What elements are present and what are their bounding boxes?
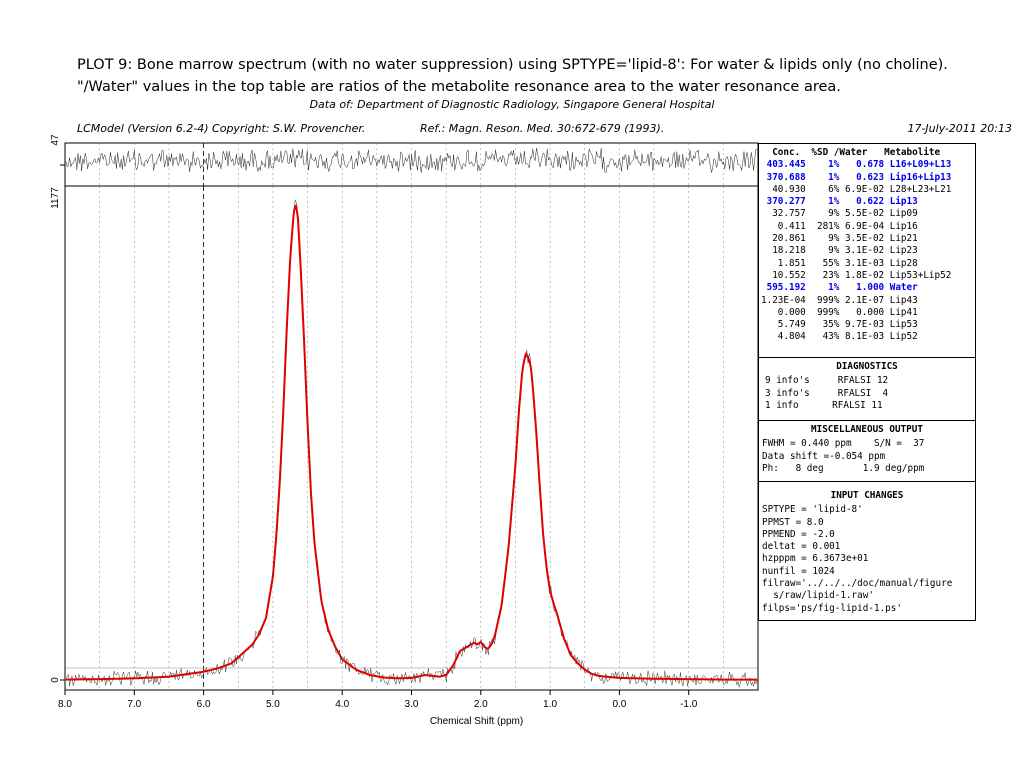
x-axis-label: Chemical Shift (ppm) — [430, 716, 523, 727]
input-line: PPMST = 8.0 — [762, 516, 824, 528]
date-text: 17-July-2011 20:13 — [907, 122, 1012, 135]
table-row: 5.749 35% 9.7E-03 Lip53 — [761, 319, 918, 331]
table-row: 10.552 23% 1.8E-02 Lip53+Lip52 — [761, 269, 952, 281]
input-line: SPTYPE = 'lipid-8' — [762, 504, 863, 516]
misc-title: MISCELLANEOUS OUTPUT — [811, 424, 923, 435]
table-row: 4.804 43% 8.1E-03 Lip52 — [761, 331, 918, 343]
table-row: 1.851 55% 3.1E-03 Lip28 — [761, 257, 918, 269]
reference-text: Ref.: Magn. Reson. Med. 30:672-679 (1993… — [420, 122, 665, 135]
input-line: deltat = 0.001 — [762, 541, 841, 553]
x-tick-label: 2.0 — [474, 699, 488, 710]
metabolite-table: Conc. %SD /Water Metabolite 403.445 1% 0… — [758, 143, 976, 358]
residual-scale-label: 47 — [50, 134, 61, 146]
data-source: Data of: Department of Diagnostic Radiol… — [309, 98, 715, 111]
diagnostics-title: DIAGNOSTICS — [836, 361, 898, 372]
input-changes-panel: INPUT CHANGES SPTYPE = 'lipid-8' PPMST =… — [758, 481, 976, 621]
x-tick-label: 4.0 — [335, 699, 349, 710]
input-line: hzpppm = 6.3673e+01 — [762, 553, 869, 565]
y-zero-label: 0 — [50, 677, 61, 683]
misc-line: Ph: 8 deg 1.9 deg/ppm — [762, 462, 925, 474]
data-trace — [65, 199, 758, 688]
table-row: 20.861 9% 3.5E-02 Lip21 — [761, 233, 918, 245]
table-row: 595.192 1% 1.000 Water — [761, 282, 918, 294]
table-row: 1.23E-04 999% 2.1E-07 Lip43 — [761, 294, 918, 306]
x-tick-label: 7.0 — [127, 699, 141, 710]
input-line: nunfil = 1024 — [762, 565, 835, 577]
table-row: 40.930 6% 6.9E-02 L28+L23+L21 — [761, 183, 952, 195]
fit-curve — [66, 204, 757, 681]
table-row: 403.445 1% 0.678 L16+L09+L13 — [761, 159, 952, 171]
x-tick-label: 0.0 — [612, 699, 626, 710]
table-row: 370.688 1% 0.623 Lip16+Lip13 — [761, 171, 952, 183]
input-line: PPMEND = -2.0 — [762, 528, 835, 540]
x-tick-label: 5.0 — [266, 699, 280, 710]
x-tick-label: 3.0 — [405, 699, 419, 710]
x-tick-label: 8.0 — [58, 699, 72, 710]
table-row: 370.277 1% 0.622 Lip13 — [761, 196, 918, 208]
table-row: 0.000 999% 0.000 Lip41 — [761, 306, 918, 318]
x-tick-label: -1.0 — [680, 699, 698, 710]
y-max-label: 1177 — [50, 187, 61, 209]
residual-trace — [65, 148, 758, 174]
misc-line: FWHM = 0.440 ppm S/N = 37 — [762, 438, 925, 450]
input-line: filraw='../../../doc/manual/figure — [762, 578, 953, 590]
diagnostics-line: 9 info's RFALSI 12 — [765, 375, 889, 387]
plot-title-line2: "/Water" values in the top table are rat… — [77, 79, 841, 95]
plot-title-line1: PLOT 9: Bone marrow spectrum (with no wa… — [77, 57, 948, 73]
input-line: s/raw/lipid-1.raw' — [762, 590, 874, 602]
x-tick-label: 1.0 — [543, 699, 557, 710]
diagnostics-panel: DIAGNOSTICS 9 info's RFALSI 12 3 info's … — [758, 357, 976, 421]
input-changes-title: INPUT CHANGES — [830, 490, 904, 501]
table-row: 18.218 9% 3.1E-02 Lip23 — [761, 245, 918, 257]
misc-output-panel: MISCELLANEOUS OUTPUT FWHM = 0.440 ppm S/… — [758, 420, 976, 482]
input-line: filps='ps/fig-lipid-1.ps' — [762, 602, 902, 614]
diagnostics-line: 1 info RFALSI 11 — [765, 399, 883, 411]
table-header: Conc. %SD /Water Metabolite — [761, 147, 941, 158]
table-row: 32.757 9% 5.5E-02 Lip09 — [761, 208, 918, 220]
x-tick-label: 6.0 — [197, 699, 211, 710]
version-text: LCModel (Version 6.2-4) Copyright: S.W. … — [77, 122, 366, 135]
misc-line: Data shift =-0.054 ppm — [762, 450, 886, 462]
diagnostics-line: 3 info's RFALSI 4 — [765, 387, 889, 399]
table-row: 0.411 281% 6.9E-04 Lip16 — [761, 220, 918, 232]
